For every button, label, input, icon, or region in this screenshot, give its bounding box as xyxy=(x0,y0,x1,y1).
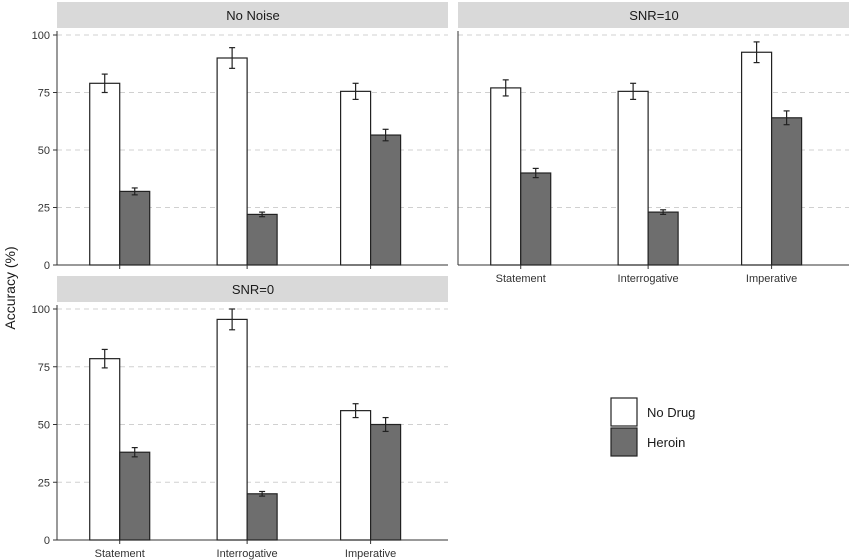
panel-title: SNR=0 xyxy=(232,282,274,297)
bar-no-drug xyxy=(340,410,372,541)
bar-no-drug xyxy=(89,82,121,266)
bar-heroin xyxy=(520,172,552,266)
y-tick-label: 75 xyxy=(38,362,50,374)
bar-heroin xyxy=(370,134,402,266)
bar-no-drug xyxy=(490,87,522,266)
y-tick-label: 25 xyxy=(38,203,50,215)
x-tick-label: Statement xyxy=(95,548,145,560)
bar-heroin xyxy=(119,190,151,266)
y-axis-title: Accuracy (%) xyxy=(2,246,18,329)
legend: No Drug Heroin xyxy=(610,397,695,457)
y-tick-label: 75 xyxy=(38,88,50,100)
bar-heroin xyxy=(119,451,151,541)
panel-title: SNR=10 xyxy=(629,8,679,23)
y-tick-label: 50 xyxy=(38,145,50,157)
y-tick-label: 25 xyxy=(38,477,50,489)
bar-no-drug xyxy=(216,57,248,266)
bar-no-drug xyxy=(740,51,773,266)
x-tick-label: Statement xyxy=(496,273,546,285)
bar-no-drug xyxy=(216,318,248,541)
y-tick-label: 0 xyxy=(44,260,50,272)
legend-label: No Drug xyxy=(647,405,695,420)
y-tick-label: 0 xyxy=(44,535,50,547)
panel-strip xyxy=(57,2,448,28)
y-tick-label: 100 xyxy=(32,304,50,316)
bar-heroin xyxy=(647,211,679,266)
bar-heroin xyxy=(370,423,402,541)
panel-strip xyxy=(458,2,849,28)
legend-swatch-no-drug xyxy=(610,397,638,427)
x-tick-label: Interrogative xyxy=(217,548,278,560)
bar-no-drug xyxy=(89,358,121,541)
bar-heroin xyxy=(246,213,278,266)
panel-strip xyxy=(57,276,448,302)
legend-label: Heroin xyxy=(647,435,685,450)
panel-1: No Noise 0 25 50 75 100 xyxy=(32,2,448,272)
x-tick-label: Interrogative xyxy=(618,273,679,285)
bar-heroin xyxy=(770,117,803,266)
y-tick-label: 50 xyxy=(38,420,50,432)
bar-no-drug xyxy=(340,90,372,266)
bar-no-drug xyxy=(617,90,649,266)
panel-2: SNR=10 Statement Interrogative Imperative xyxy=(457,2,849,285)
x-tick-label: Imperative xyxy=(345,548,396,560)
y-tick-label: 100 xyxy=(32,30,50,42)
x-tick-label: Imperative xyxy=(746,273,797,285)
legend-swatch-heroin xyxy=(610,427,638,457)
panel-3: SNR=0 0 25 50 75 100 Statement Interrogative Imp… xyxy=(32,276,448,560)
panel-title: No Noise xyxy=(226,8,279,23)
bar-heroin xyxy=(246,493,278,541)
